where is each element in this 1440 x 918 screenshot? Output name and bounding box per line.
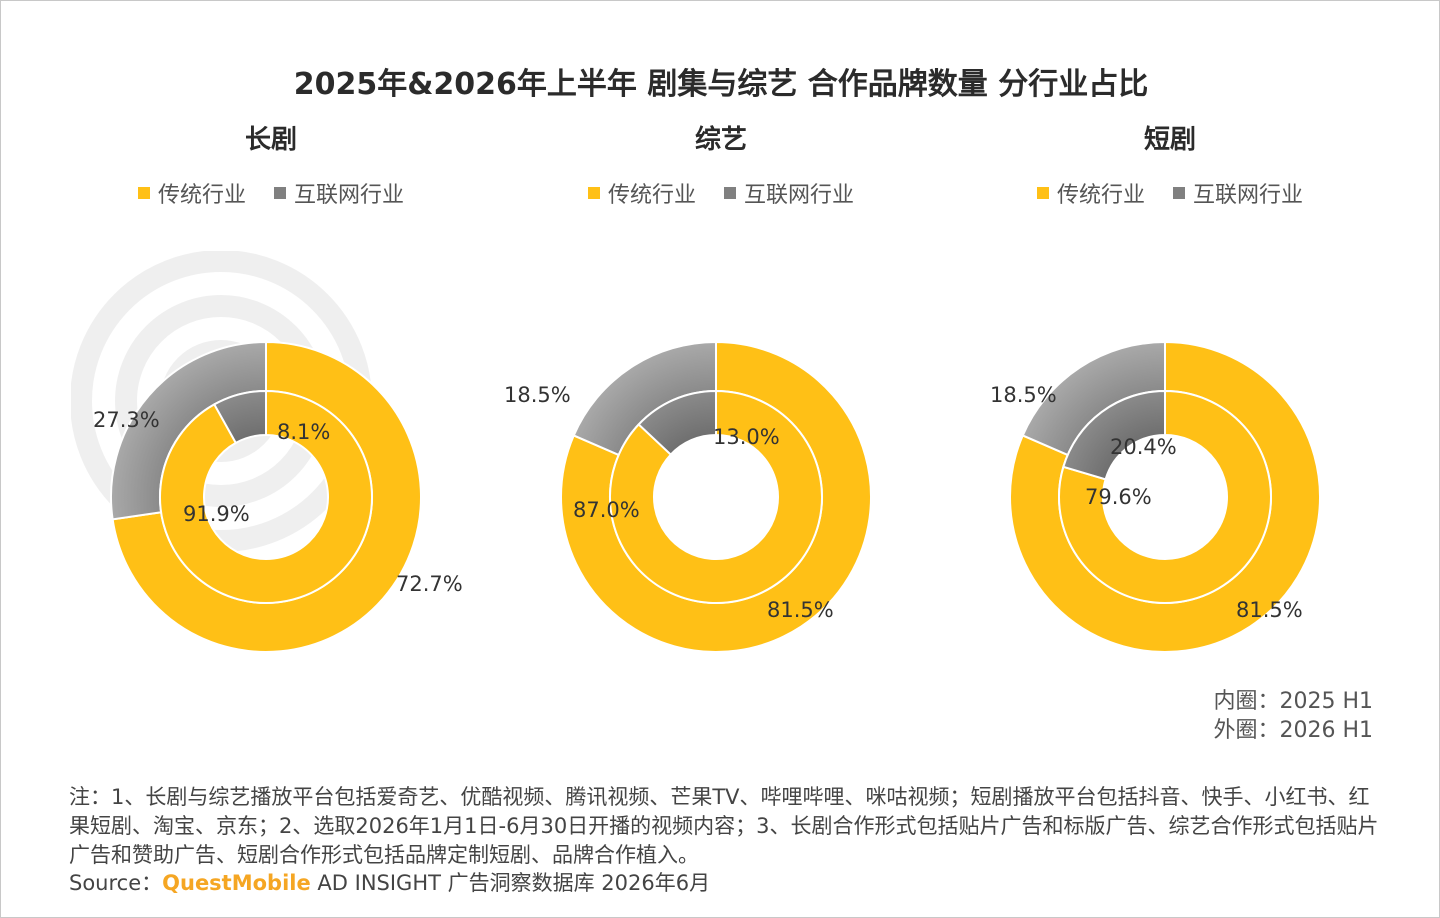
legend-swatch-traditional [587,187,600,199]
legend-item-internet: 互联网行业 [274,177,404,209]
legend: 传统行业 互联网行业 [491,177,951,209]
source-suffix: AD INSIGHT 广告洞察数据库 2026年6月 [310,871,711,895]
legend-item-internet: 互联网行业 [724,177,854,209]
source-line: Source：QuestMobile AD INSIGHT 广告洞察数据库 20… [69,869,710,897]
donut-panel-variety: 综艺 传统行业 互联网行业 81.5% 18.5% 87.0% 13.0% [491,111,951,671]
long-drama-outer-label-traditional: 72.7% [396,572,463,596]
long-drama-inner-label-traditional: 91.9% [183,502,250,526]
legend-swatch-traditional [1036,187,1049,199]
legend-label-internet: 互联网行业 [294,183,405,208]
legend-item-traditional: 传统行业 [1036,177,1145,209]
long-drama-inner-label-internet: 8.1% [277,420,330,444]
legend-label-internet: 互联网行业 [744,183,855,208]
legend-swatch-internet [724,187,736,199]
legend-swatch-internet [274,187,286,199]
variety-outer-label-traditional: 81.5% [767,598,834,622]
variety-inner-slice-traditional [609,389,823,604]
panel-title-variety: 综艺 [694,125,747,155]
legend-item-traditional: 传统行业 [137,177,246,209]
ring-legend-note: 内圈：2025 H1 外圈：2026 H1 [1213,687,1373,745]
donut-chart-long-drama: 72.7% 27.3% 91.9% 8.1% [93,340,463,653]
legend-label-traditional: 传统行业 [607,183,696,208]
variety-inner-label-internet: 13.0% [713,425,780,449]
donut-chart-variety: 81.5% 18.5% 87.0% 13.0% [504,340,872,653]
legend-label-internet: 互联网行业 [1193,183,1304,208]
short-drama-outer-label-traditional: 81.5% [1236,598,1303,622]
short-drama-inner-slice-internet [1062,389,1166,481]
variety-inner-label-traditional: 87.0% [573,498,640,522]
panel-title-long-drama: 长剧 [244,125,297,155]
outer-ring-note: 外圈：2026 H1 [1213,718,1373,743]
panel-title-short-drama: 短剧 [1143,125,1196,155]
donut-panel-long-drama: 长剧 传统行业 互联网行业 72.7% 27.3% 91.9% 8.1% [41,111,501,671]
source-prefix: Source： [69,871,163,895]
legend-swatch-traditional [137,187,150,199]
footnote: 注：1、长剧与综艺播放平台包括爱奇艺、优酷视频、腾讯视频、芒果TV、哔哩哔哩、咪… [69,785,1379,867]
short-drama-inner-label-traditional: 79.6% [1085,485,1152,509]
legend: 传统行业 互联网行业 [940,177,1400,209]
short-drama-inner-label-internet: 20.4% [1110,435,1177,459]
long-drama-outer-label-internet: 27.3% [93,408,160,432]
chart-title: 2025年&2026年上半年 剧集与综艺 合作品牌数量 分行业占比 [293,67,1149,102]
variety-inner-slice-internet [637,389,717,456]
long-drama-inner-slice-internet [212,389,267,445]
donut-panel-short-drama: 短剧 传统行业 互联网行业 81.5% 18.5% 79.6% 20.4% [940,111,1400,671]
legend-item-traditional: 传统行业 [587,177,696,209]
donut-chart-short-drama: 81.5% 18.5% 79.6% 20.4% [990,340,1321,653]
variety-outer-label-internet: 18.5% [504,383,571,407]
source-brand: QuestMobile [162,871,311,895]
legend-item-internet: 互联网行业 [1173,177,1303,209]
legend-label-traditional: 传统行业 [1056,183,1145,208]
short-drama-outer-label-internet: 18.5% [990,383,1057,407]
legend: 传统行业 互联网行业 [41,177,501,209]
inner-ring-note: 内圈：2025 H1 [1213,689,1373,714]
legend-label-traditional: 传统行业 [157,183,246,208]
legend-swatch-internet [1173,187,1185,199]
long-drama-inner-slice-traditional [159,389,373,604]
short-drama-inner-slice-traditional [1058,389,1272,604]
